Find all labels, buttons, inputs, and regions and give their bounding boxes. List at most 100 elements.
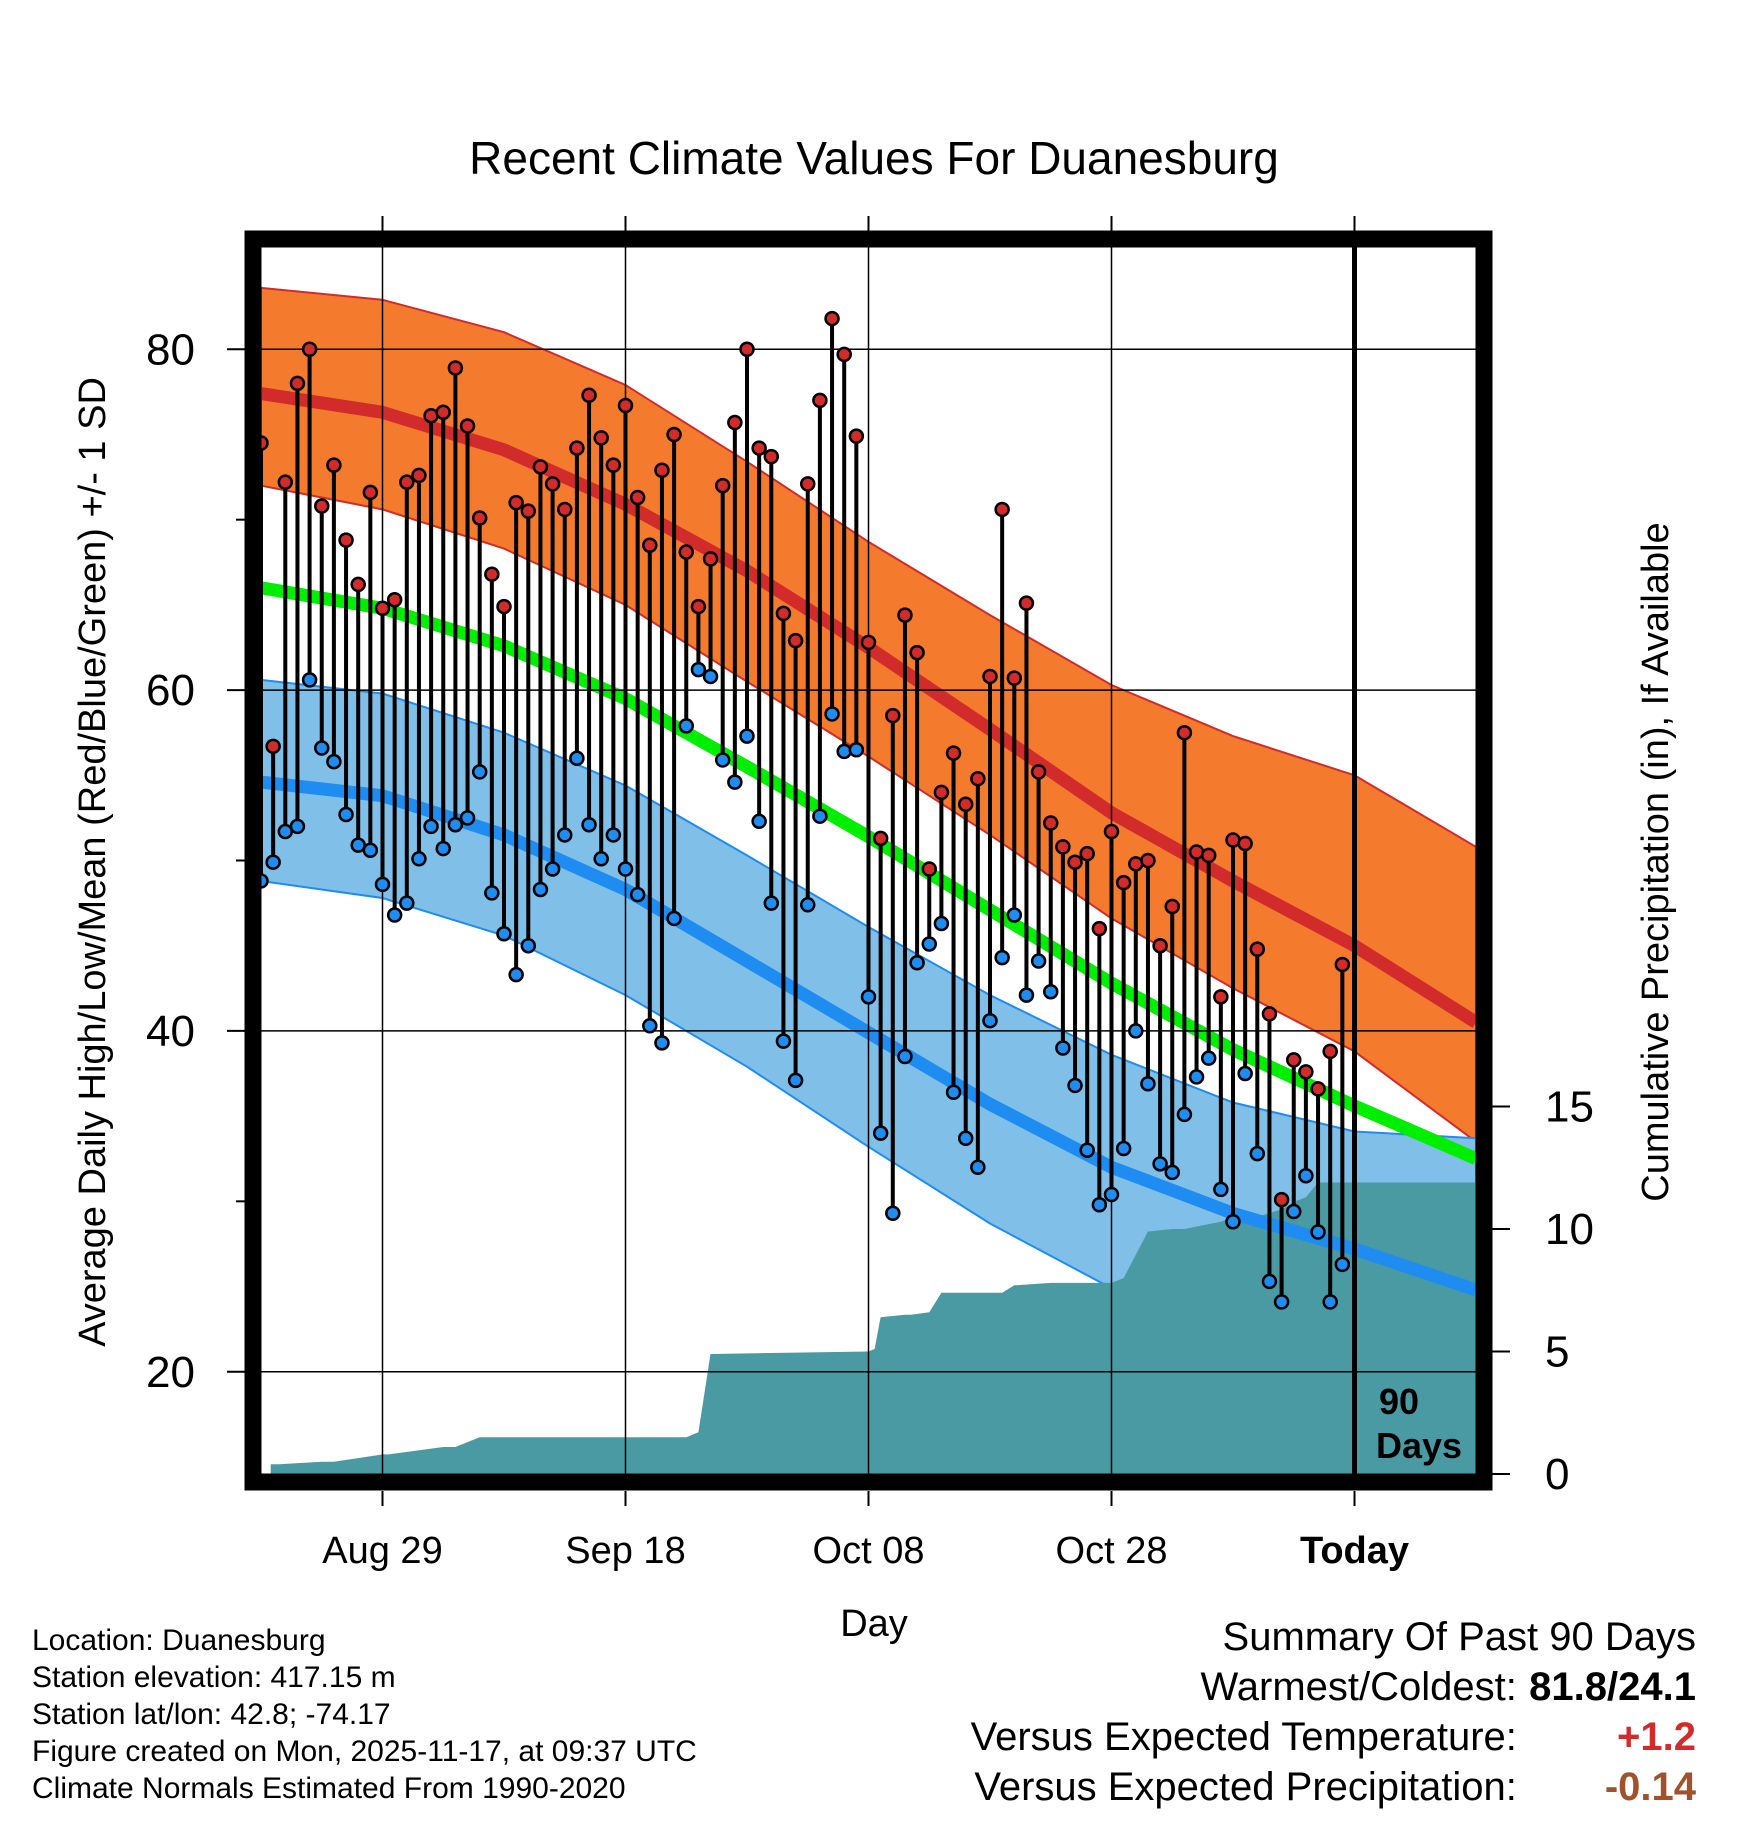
daily-high-point — [1043, 815, 1059, 831]
daily-low-point — [459, 810, 476, 826]
daily-low-point — [751, 813, 767, 830]
daily-low-point — [617, 861, 634, 877]
y-tick-label: 40 — [146, 1007, 195, 1056]
daily-high-point — [447, 360, 464, 376]
daily-high-point — [508, 494, 524, 511]
daily-low-point — [374, 876, 391, 893]
daily-low-point — [447, 816, 464, 833]
daily-high-point — [702, 551, 719, 567]
daily-low-point — [1152, 1156, 1168, 1172]
daily-high-point — [678, 544, 694, 560]
daily-low-point — [1176, 1106, 1193, 1123]
daily-high-point — [1334, 956, 1351, 973]
daily-high-point — [970, 770, 986, 787]
x-tick-label: Today — [1300, 1530, 1409, 1572]
daily-high-point — [1067, 854, 1083, 870]
daily-high-point — [1298, 1064, 1314, 1080]
daily-high-point — [751, 440, 767, 456]
daily-low-point — [1225, 1214, 1241, 1230]
daily-high-point — [411, 467, 427, 484]
daily-high-point — [629, 489, 646, 506]
daily-high-point — [326, 457, 342, 473]
daily-low-point — [1237, 1065, 1253, 1082]
daily-low-point — [678, 718, 694, 734]
daily-low-point — [666, 910, 682, 927]
daily-low-point — [399, 895, 415, 911]
y-tick-label: 80 — [146, 325, 195, 374]
plot-frame — [244, 230, 1493, 1491]
daily-low-point — [532, 881, 549, 898]
daily-low-point — [1128, 1023, 1144, 1039]
daily-low-point — [301, 672, 318, 688]
daily-low-point — [945, 1084, 962, 1101]
daily-high-point — [362, 484, 379, 501]
today-label-number: 90 — [1379, 1381, 1419, 1422]
daily-low-point — [496, 926, 512, 942]
y2-tick-label: 0 — [1545, 1450, 1569, 1499]
daily-high-point — [1079, 845, 1095, 862]
daily-low-point — [1103, 1186, 1120, 1203]
daily-low-point — [933, 915, 950, 932]
x-tick-label: Oct 28 — [1056, 1530, 1168, 1572]
normals-period-text: Climate Normals Estimated From 1990-2020 — [32, 1772, 626, 1805]
daily-low-point — [411, 851, 427, 867]
y2-tick-label: 10 — [1545, 1205, 1594, 1254]
daily-low-point — [921, 936, 937, 952]
daily-low-point — [860, 989, 877, 1005]
daily-high-point — [605, 457, 622, 473]
daily-low-point — [1334, 1256, 1351, 1273]
daily-low-point — [581, 816, 597, 833]
summary-panel: Summary Of Past 90 Days Warmest/Coldest:… — [971, 1612, 1696, 1812]
daily-high-point — [1249, 941, 1266, 957]
daily-low-point — [289, 818, 306, 835]
precip-area — [270, 1182, 1476, 1474]
daily-high-point — [350, 576, 366, 593]
daily-low-point — [727, 774, 743, 790]
daily-high-point — [1213, 989, 1229, 1005]
daily-low-point — [824, 706, 840, 722]
daily-low-point — [957, 1130, 974, 1147]
summary-precip-row: Versus Expected Precipitation: -0.14 — [971, 1762, 1696, 1812]
daily-high-point — [557, 501, 573, 518]
daily-high-point — [386, 592, 403, 608]
daily-high-point — [666, 426, 682, 443]
precip-value: -0.14 — [1604, 1765, 1696, 1809]
daily-low-point — [484, 885, 500, 901]
daily-high-point — [338, 532, 354, 548]
daily-low-point — [544, 861, 561, 877]
daily-low-point — [642, 1018, 658, 1034]
daily-high-point — [1176, 724, 1193, 741]
daily-low-point — [739, 728, 755, 744]
daily-high-point — [957, 796, 974, 813]
daily-high-point — [945, 745, 962, 761]
daily-low-point — [569, 750, 585, 766]
daily-high-point — [301, 341, 318, 357]
daily-low-point — [897, 1048, 913, 1065]
latlon-text: Station lat/lon: 42.8; -74.17 — [32, 1698, 391, 1731]
daily-low-point — [800, 897, 816, 913]
daily-low-point — [326, 753, 342, 770]
daily-high-point — [1286, 1052, 1302, 1068]
daily-high-point — [812, 392, 828, 409]
daily-low-point — [1200, 1050, 1217, 1066]
daily-high-point — [775, 605, 792, 622]
x-tick-label: Sep 18 — [565, 1530, 685, 1572]
daily-high-point — [1091, 920, 1108, 937]
station-info: Location: Duanesburg Station elevation: … — [32, 1622, 697, 1807]
daily-high-point — [848, 428, 865, 444]
y-axis-label: Average Daily High/Low/Mean (Red/Blue/Gr… — [72, 377, 114, 1347]
daily-low-point — [775, 1033, 792, 1049]
plot-area: Aug 29 Sep 18 Oct 08 Oct 28 Today 20 40 60 80 0 5 1… — [146, 216, 1594, 1572]
x-tick-label: Oct 08 — [813, 1530, 925, 1572]
daily-low-point — [690, 661, 707, 678]
temp-label: Versus Expected Temperature: — [970, 1715, 1517, 1759]
daily-high-point — [1261, 1006, 1278, 1022]
warm-cold-label: Warmest/Coldest: — [1200, 1665, 1517, 1709]
daily-high-point — [787, 632, 804, 649]
daily-high-point — [872, 830, 889, 847]
daily-low-point — [1079, 1142, 1095, 1158]
daily-high-point — [642, 537, 658, 553]
daily-high-point — [690, 598, 707, 615]
daily-high-point — [921, 861, 937, 877]
